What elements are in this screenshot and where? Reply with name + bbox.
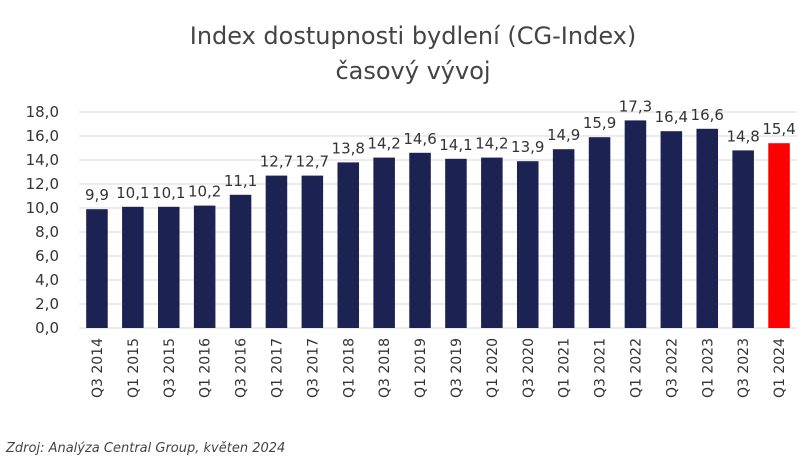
x-tick-label: Q1 2023 [700,338,716,398]
bar-q1-2015 [122,206,144,328]
data-label: 10,1 [152,184,185,202]
bar-q1-2020 [481,157,503,328]
bar-q1-2019 [409,152,431,328]
data-label: 14,9 [547,126,580,144]
bar-q1-2017 [265,175,288,328]
data-label: 9,9 [85,186,109,204]
data-label: 17,3 [619,97,652,115]
y-tick-label: 12,0 [26,175,59,193]
y-tick-label: 10,0 [26,199,59,217]
bar-q3-2021 [588,137,611,328]
bar-q3-2020 [516,161,539,328]
x-tick-label: Q3 2023 [736,338,752,398]
x-tick-label: Q1 2017 [269,338,285,398]
x-tick-label: Q3 2019 [449,338,465,398]
data-label: 13,9 [511,138,544,156]
x-axis: Q3 2014 Q1 2015 Q3 2015 Q1 2016 Q3 2016 Q1 20… [90,338,788,398]
x-tick-label: Q1 2018 [341,338,357,398]
bar-q1-2024 [768,143,790,328]
data-label: 15,9 [583,114,616,132]
y-tick-label: 4,0 [35,271,59,289]
data-label: 12,7 [296,153,329,171]
bar-q3-2019 [445,158,467,328]
data-label: 10,2 [188,183,221,201]
bar-q3-2016 [229,194,252,328]
x-tick-label: Q3 2020 [521,338,537,398]
data-label: 15,4 [762,120,795,138]
x-tick-label: Q1 2022 [628,338,644,398]
bar-q1-2022 [624,120,647,329]
y-tick-label: 18,0 [26,103,59,121]
data-label: 10,1 [116,184,149,202]
data-label: 14,6 [403,130,436,148]
x-tick-label: Q1 2024 [772,338,788,398]
data-label: 16,4 [655,108,688,126]
bar-q1-2023 [696,128,719,328]
bar-q3-2022 [660,131,683,328]
data-labels: 9,9 10,1 10,1 10,211,112,7 12,713,8 14,2 14,6 1… [85,97,796,204]
gridlines [79,111,797,329]
x-tick-label: Q1 2020 [485,338,501,398]
y-tick-label: 8,0 [35,223,59,241]
bar-q3-2017 [301,175,324,328]
x-tick-label: Q1 2016 [198,338,214,398]
x-tick-label: Q3 2016 [234,338,250,398]
x-tick-label: Q1 2019 [413,338,429,398]
bar-q1-2018 [337,162,360,328]
x-tick-label: Q3 2017 [305,338,321,398]
y-tick-label: 6,0 [35,247,59,265]
data-label: 13,8 [332,139,365,157]
bar-q3-2014 [86,209,108,328]
x-tick-label: Q3 2022 [664,338,680,398]
data-label: 14,2 [367,135,400,153]
x-tick-label: Q3 2014 [90,338,106,398]
chart-subtitle: časový vývoj [335,57,490,85]
bar-q1-2021 [552,149,575,328]
bar-q3-2018 [373,157,395,328]
bar-q3-2015 [157,206,180,328]
y-tick-label: 0,0 [35,319,59,337]
data-label: 11,1 [224,172,257,190]
x-tick-label: Q3 2015 [162,338,178,398]
x-tick-label: Q1 2021 [557,338,573,398]
y-tick-label: 2,0 [35,295,59,313]
data-label: 12,7 [260,153,293,171]
bar-q3-2023 [732,150,754,328]
x-tick-label: Q1 2015 [126,338,142,398]
y-axis: 0,0 2,0 4,0 6,0 8,0 10,0 12,0 14,0 16,0 18,0 [26,103,59,337]
data-label: 16,6 [691,106,724,124]
bars [86,120,790,329]
source-note: Zdroj: Analýza Central Group, květen 202… [6,441,286,456]
chart-title: Index dostupnosti bydlení (CG-Index) [190,22,637,50]
data-label: 14,2 [475,135,508,153]
y-tick-label: 14,0 [26,151,59,169]
y-tick-label: 16,0 [26,127,59,145]
bar-q1-2016 [193,205,216,328]
data-label: 14,8 [726,127,759,145]
x-tick-label: Q3 2021 [593,338,609,398]
data-label: 14,1 [439,136,472,154]
x-tick-label: Q3 2018 [377,338,393,398]
